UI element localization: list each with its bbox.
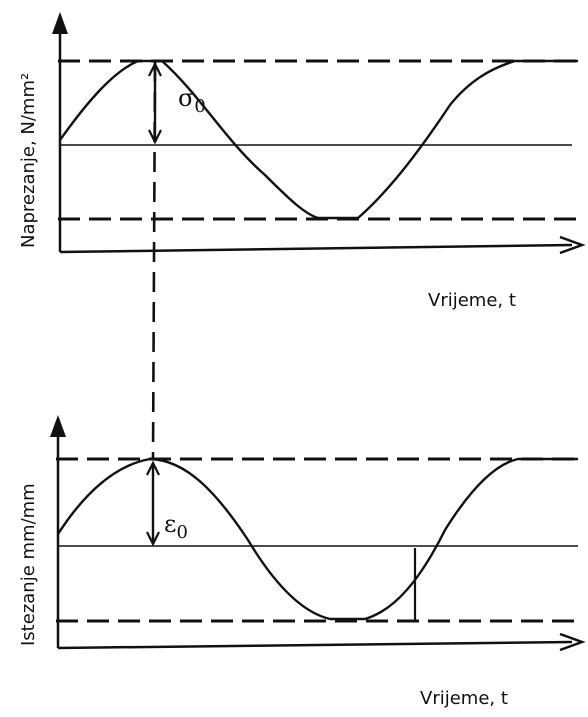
strain-amplitude-symbol: ε0 <box>164 510 188 543</box>
stress-amplitude-symbol: σ0 <box>178 84 206 117</box>
strain-y-label: Istezanje mm/mm <box>18 483 39 646</box>
strain-x-axis-arrow <box>559 632 586 652</box>
stress-wave <box>59 59 578 220</box>
stress-y-axis-arrow <box>52 12 68 34</box>
strain-x-axis <box>57 640 573 650</box>
stress-y-label: Naprezanje, N/mm² <box>18 73 39 248</box>
strain-wave <box>56 457 578 621</box>
stress-x-label: Vrijeme, t <box>428 290 516 311</box>
strain-panel <box>50 415 586 652</box>
phase-connector-line <box>151 61 157 461</box>
stress-panel <box>52 12 586 255</box>
strain-y-axis-arrow <box>50 415 66 437</box>
stress-x-axis <box>59 243 573 254</box>
strain-amplitude-arrowhead-down <box>146 531 160 547</box>
strain-amplitude-arrowhead-up <box>146 460 160 476</box>
stress-x-axis-arrow <box>559 235 586 255</box>
strain-x-label: Vrijeme, t <box>420 688 508 709</box>
